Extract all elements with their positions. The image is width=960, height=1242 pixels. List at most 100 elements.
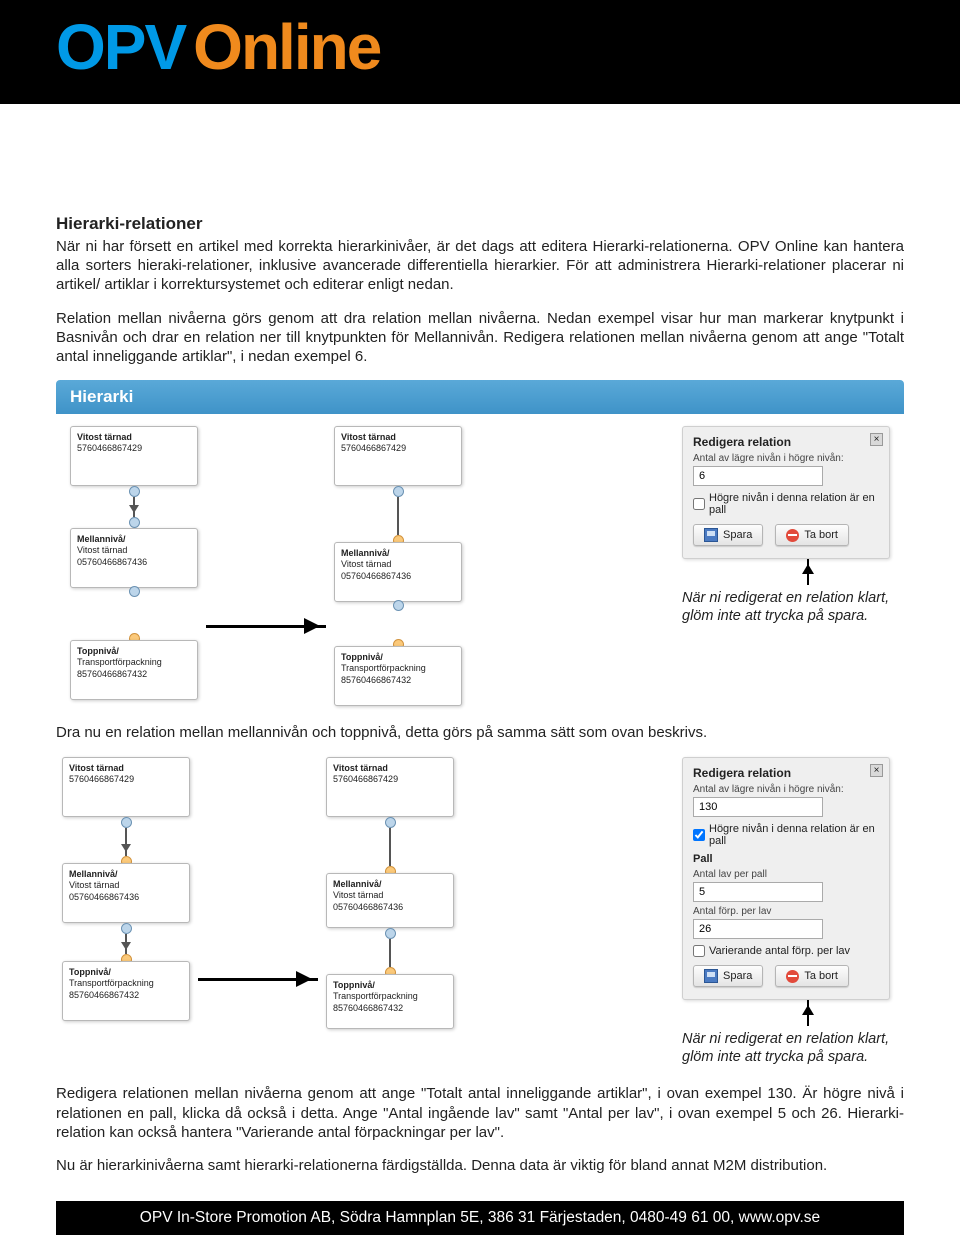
node-code: 5760466867429 (69, 774, 134, 784)
node-code: 85760466867432 (341, 675, 411, 685)
diagram-2: Vitost tärnad 5760466867429 Mellannivå/ … (56, 745, 904, 1076)
node-label: Vitost tärnad (341, 432, 396, 442)
node-topp-sub: Transportförpackning (77, 657, 162, 667)
node-mellan-2: Mellannivå/ Vitost tärnad 05760466867436 (326, 873, 454, 928)
node-code: 85760466867432 (333, 1003, 403, 1013)
closing-para-1: Redigera relationen mellan nivåerna geno… (56, 1084, 904, 1142)
node-base: Vitost tärnad 5760466867429 (70, 426, 198, 486)
count-input[interactable] (693, 797, 823, 817)
node-label: Vitost tärnad (333, 763, 388, 773)
delete-label: Ta bort (804, 970, 838, 982)
node-label: Toppnivå/ (341, 652, 383, 662)
node-sub: Vitost tärnad (341, 559, 391, 569)
hierarki-header-bar: Hierarki (56, 380, 904, 414)
delete-button[interactable]: Ta bort (775, 524, 849, 546)
save-button[interactable]: Spara (693, 965, 763, 987)
lav-per-pall-label: Antal lav per pall (693, 869, 879, 880)
node-label: Vitost tärnad (69, 763, 124, 773)
node-topp-2: Toppnivå/ Transportförpackning 857604668… (334, 646, 462, 706)
save-button[interactable]: Spara (693, 524, 763, 546)
close-icon[interactable]: × (870, 433, 883, 446)
node-mellan-title: Mellannivå/ (77, 534, 126, 544)
brand-opv: OPV (56, 11, 185, 83)
node-label: Mellannivå/ (333, 879, 382, 889)
edit-relation-panel-2: × Redigera relation Antal av lägre nivån… (682, 757, 890, 1000)
page-content: Hierarki-relationer När ni har försett e… (0, 104, 960, 1191)
dot-icon (393, 600, 404, 611)
panel1-col: × Redigera relation Antal av lägre nivån… (682, 426, 904, 625)
node-code: 05760466867436 (333, 902, 403, 912)
node-code: 05760466867436 (341, 571, 411, 581)
connector (121, 817, 132, 867)
dot-icon (393, 486, 404, 497)
panel1-caption: När ni redigerat en relation klart, glöm… (682, 589, 904, 625)
arrow-up-icon (807, 559, 809, 585)
node-sub: Vitost tärnad (333, 890, 383, 900)
pall-checkbox[interactable] (693, 498, 705, 510)
node-topp: Toppnivå/ Transportförpackning 857604668… (62, 961, 190, 1021)
node-base: Vitost tärnad 5760466867429 (62, 757, 190, 817)
section-title: Hierarki-relationer (56, 214, 904, 234)
node-code: 05760466867436 (69, 892, 139, 902)
lav-per-pall-input[interactable] (693, 882, 823, 902)
edit-relation-panel: × Redigera relation Antal av lägre nivån… (682, 426, 890, 559)
save-icon (704, 528, 718, 542)
node-mellan: Mellannivå/ Vitost tärnad 05760466867436 (70, 528, 198, 588)
panel-title: Redigera relation (693, 766, 879, 780)
arrow-right-icon (206, 625, 326, 628)
delete-icon (786, 970, 799, 983)
node-label: Toppnivå/ (333, 980, 375, 990)
varierande-checkbox[interactable] (693, 945, 705, 957)
diagram1-right-col: Vitost tärnad 5760466867429 Mellannivå/ … (334, 426, 462, 706)
line-icon (397, 497, 399, 535)
arrow-down-icon (125, 828, 127, 856)
node-topp-2: Toppnivå/ Transportförpackning 857604668… (326, 974, 454, 1029)
count-label: Antal av lägre nivån i högre nivån: (693, 453, 879, 464)
node-mellan-sub: Vitost tärnad (77, 545, 127, 555)
node-code: 5760466867429 (333, 774, 398, 784)
panel2-col: × Redigera relation Antal av lägre nivån… (682, 757, 904, 1066)
node-sub: Transportförpackning (341, 663, 426, 673)
panel-title: Redigera relation (693, 435, 879, 449)
dot-icon (385, 928, 396, 939)
page-footer: OPV In-Store Promotion AB, Södra Hamnpla… (56, 1201, 904, 1235)
closing-para-2: Nu är hierarkinivåerna samt hierarki-rel… (56, 1156, 904, 1175)
close-icon[interactable]: × (870, 764, 883, 777)
dot-icon (121, 817, 132, 828)
delete-label: Ta bort (804, 529, 838, 541)
node-base-2: Vitost tärnad 5760466867429 (334, 426, 462, 486)
node-mellan-code: 05760466867436 (77, 557, 147, 567)
forp-per-lav-label: Antal förp. per lav (693, 906, 879, 917)
diagram2-left-col: Vitost tärnad 5760466867429 Mellannivå/ … (62, 757, 190, 1021)
save-label: Spara (723, 970, 752, 982)
pall-checkbox[interactable] (693, 829, 705, 841)
pall-checkbox-label: Högre nivån i denna relation är en pall (709, 823, 879, 847)
page-header: OPVOnline (0, 0, 960, 104)
count-input[interactable] (693, 466, 823, 486)
count-label: Antal av lägre nivån i högre nivån: (693, 784, 879, 795)
node-code: 85760466867432 (69, 990, 139, 1000)
node-sub: Transportförpackning (333, 991, 418, 1001)
save-icon (704, 969, 718, 983)
connector (385, 928, 396, 978)
arrow-right-icon (198, 978, 318, 981)
node-topp-code: 85760466867432 (77, 669, 147, 679)
connector (121, 923, 132, 965)
brand-online: Online (193, 11, 380, 83)
diagram2-right-col: Vitost tärnad 5760466867429 Mellannivå/ … (326, 757, 454, 1029)
line-icon (389, 828, 391, 866)
dot-icon (121, 923, 132, 934)
node-mellan: Mellannivå/ Vitost tärnad 05760466867436 (62, 863, 190, 923)
intro-para-1: När ni har försett en artikel med korrek… (56, 237, 904, 295)
intro-para-2: Relation mellan nivåerna görs genom att … (56, 309, 904, 367)
node-mellan-2: Mellannivå/ Vitost tärnad 05760466867436 (334, 542, 462, 602)
node-base-title: Vitost tärnad (77, 432, 132, 442)
node-topp: Toppnivå/ Transportförpackning 857604668… (70, 640, 198, 700)
save-label: Spara (723, 529, 752, 541)
mid-paragraph: Dra nu en relation mellan mellannivån oc… (56, 724, 904, 741)
forp-per-lav-input[interactable] (693, 919, 823, 939)
node-sub: Vitost tärnad (69, 880, 119, 890)
node-label: Mellannivå/ (341, 548, 390, 558)
delete-button[interactable]: Ta bort (775, 965, 849, 987)
panel2-caption: När ni redigerat en relation klart, glöm… (682, 1030, 904, 1066)
